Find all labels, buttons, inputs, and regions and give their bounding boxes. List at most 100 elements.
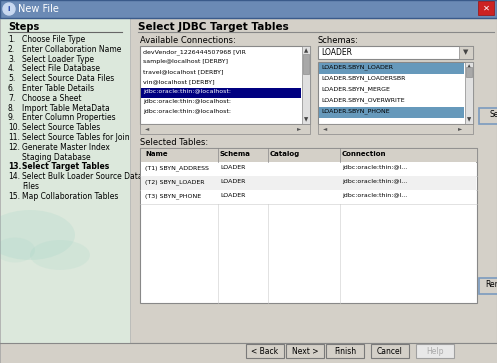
Text: 8.: 8. [8, 103, 15, 113]
Bar [0, 18, 497, 343]
Text: Catalog: Catalog [270, 151, 300, 157]
Text: Steps: Steps [8, 22, 39, 32]
Bar [479, 108, 497, 124]
Bar [246, 344, 284, 358]
Circle shape [3, 3, 15, 15]
Text: ▲: ▲ [304, 48, 308, 53]
Text: 13.: 13. [8, 162, 21, 171]
Ellipse shape [0, 210, 75, 260]
Text: jdbc:oracle:thin:@localhost:: jdbc:oracle:thin:@localhost: [143, 89, 231, 94]
Text: ►: ► [297, 126, 301, 131]
Text: sample@localhost [DERBY]: sample@localhost [DERBY] [143, 59, 228, 64]
Text: Files: Files [22, 182, 39, 191]
Text: 6.: 6. [8, 84, 15, 93]
Bar [318, 62, 473, 124]
Text: 9.: 9. [8, 113, 15, 122]
Text: Remove: Remove [486, 280, 497, 289]
Bar [0, 343, 497, 363]
Text: (T2) SBYN_LOADER: (T2) SBYN_LOADER [145, 179, 204, 185]
Text: Select Source Tables for Join: Select Source Tables for Join [22, 133, 130, 142]
Text: vin@localhost [DERBY]: vin@localhost [DERBY] [143, 79, 215, 84]
Bar [303, 54, 309, 74]
Text: LOADER: LOADER [220, 193, 246, 198]
Bar [140, 148, 477, 303]
Text: (T3) SBYN_PHONE: (T3) SBYN_PHONE [145, 193, 201, 199]
Text: 3.: 3. [8, 54, 15, 64]
Text: Select Loader Type: Select Loader Type [22, 54, 94, 64]
Text: jdbc:oracle:thin:@l...: jdbc:oracle:thin:@l... [342, 165, 407, 170]
Text: 7.: 7. [8, 94, 15, 103]
Bar [141, 176, 476, 190]
Bar [140, 124, 310, 134]
Text: Finish: Finish [334, 347, 356, 355]
Bar [319, 107, 464, 118]
Text: Schema: Schema [220, 151, 251, 157]
Text: 4.: 4. [8, 64, 15, 73]
Text: LOADER.SBYN_MERGE: LOADER.SBYN_MERGE [321, 86, 390, 92]
Text: LOADER: LOADER [220, 179, 246, 184]
Ellipse shape [30, 240, 90, 270]
Bar [141, 88, 301, 98]
Text: jdbc:oracle:thin:@l...: jdbc:oracle:thin:@l... [342, 193, 407, 198]
Text: (T1) SBYN_ADDRESS: (T1) SBYN_ADDRESS [145, 165, 209, 171]
Text: ▼: ▼ [467, 117, 471, 122]
Text: Schemas:: Schemas: [318, 36, 359, 45]
Text: Cancel: Cancel [377, 347, 403, 355]
Bar [326, 344, 364, 358]
Text: ▼: ▼ [463, 49, 469, 56]
Text: ▲: ▲ [467, 64, 471, 69]
Text: ►: ► [458, 126, 462, 131]
Bar [371, 344, 409, 358]
Text: Staging Database: Staging Database [22, 152, 90, 162]
Bar [318, 124, 473, 134]
Text: LOADER: LOADER [321, 48, 352, 57]
Bar [459, 46, 473, 59]
Text: ◄: ◄ [145, 126, 149, 131]
Text: LOADER.SBYN_LOADER: LOADER.SBYN_LOADER [321, 65, 393, 70]
Text: Name: Name [145, 151, 167, 157]
Text: travel@localhost [DERBY]: travel@localhost [DERBY] [143, 69, 224, 74]
Bar [0, 0, 497, 18]
Text: 5.: 5. [8, 74, 15, 83]
Text: 11.: 11. [8, 133, 20, 142]
Text: 2.: 2. [8, 45, 15, 54]
Bar [465, 62, 473, 124]
Bar [319, 63, 464, 74]
Text: < Back: < Back [251, 347, 278, 355]
Text: 10.: 10. [8, 123, 20, 132]
Bar [479, 278, 497, 294]
Text: 14.: 14. [8, 172, 20, 181]
Text: i: i [8, 6, 10, 12]
Text: Selected Tables:: Selected Tables: [140, 138, 208, 147]
Text: Next >: Next > [292, 347, 318, 355]
Text: devVendor_1226444507968 [VIR: devVendor_1226444507968 [VIR [143, 49, 246, 55]
Text: LOADER: LOADER [220, 165, 246, 170]
Text: 1.: 1. [8, 35, 15, 44]
Text: Generate Master Index: Generate Master Index [22, 143, 110, 152]
Text: Enter Collaboration Name: Enter Collaboration Name [22, 45, 121, 54]
Text: Select File Database: Select File Database [22, 64, 100, 73]
Text: Map Collaboration Tables: Map Collaboration Tables [22, 192, 118, 201]
Text: Choose a Sheet: Choose a Sheet [22, 94, 82, 103]
Text: Select JDBC Target Tables: Select JDBC Target Tables [138, 22, 289, 32]
Text: ✕: ✕ [483, 4, 490, 12]
Text: Select Source Data Files: Select Source Data Files [22, 74, 114, 83]
Text: jdbc:oracle:thin:@l...: jdbc:oracle:thin:@l... [342, 179, 407, 184]
Text: Select Source Tables: Select Source Tables [22, 123, 100, 132]
Bar [141, 190, 476, 204]
Text: ▼: ▼ [304, 117, 308, 122]
Text: jdbc:oracle:thin:@localhost:: jdbc:oracle:thin:@localhost: [143, 99, 231, 104]
Bar [140, 148, 477, 162]
Text: Enter Column Properties: Enter Column Properties [22, 113, 116, 122]
Text: ◄: ◄ [323, 126, 327, 131]
Bar [140, 46, 310, 124]
Text: Select Bulk Loader Source Data: Select Bulk Loader Source Data [22, 172, 143, 181]
Text: Available Connections:: Available Connections: [140, 36, 236, 45]
Text: Select: Select [489, 110, 497, 119]
Bar [478, 1, 494, 15]
Text: Select Target Tables: Select Target Tables [22, 162, 109, 171]
Text: LOADER.SBYN_LOADERSBR: LOADER.SBYN_LOADERSBR [321, 76, 406, 81]
Bar [466, 67, 472, 77]
Text: Choose File Type: Choose File Type [22, 35, 85, 44]
Ellipse shape [0, 237, 35, 262]
